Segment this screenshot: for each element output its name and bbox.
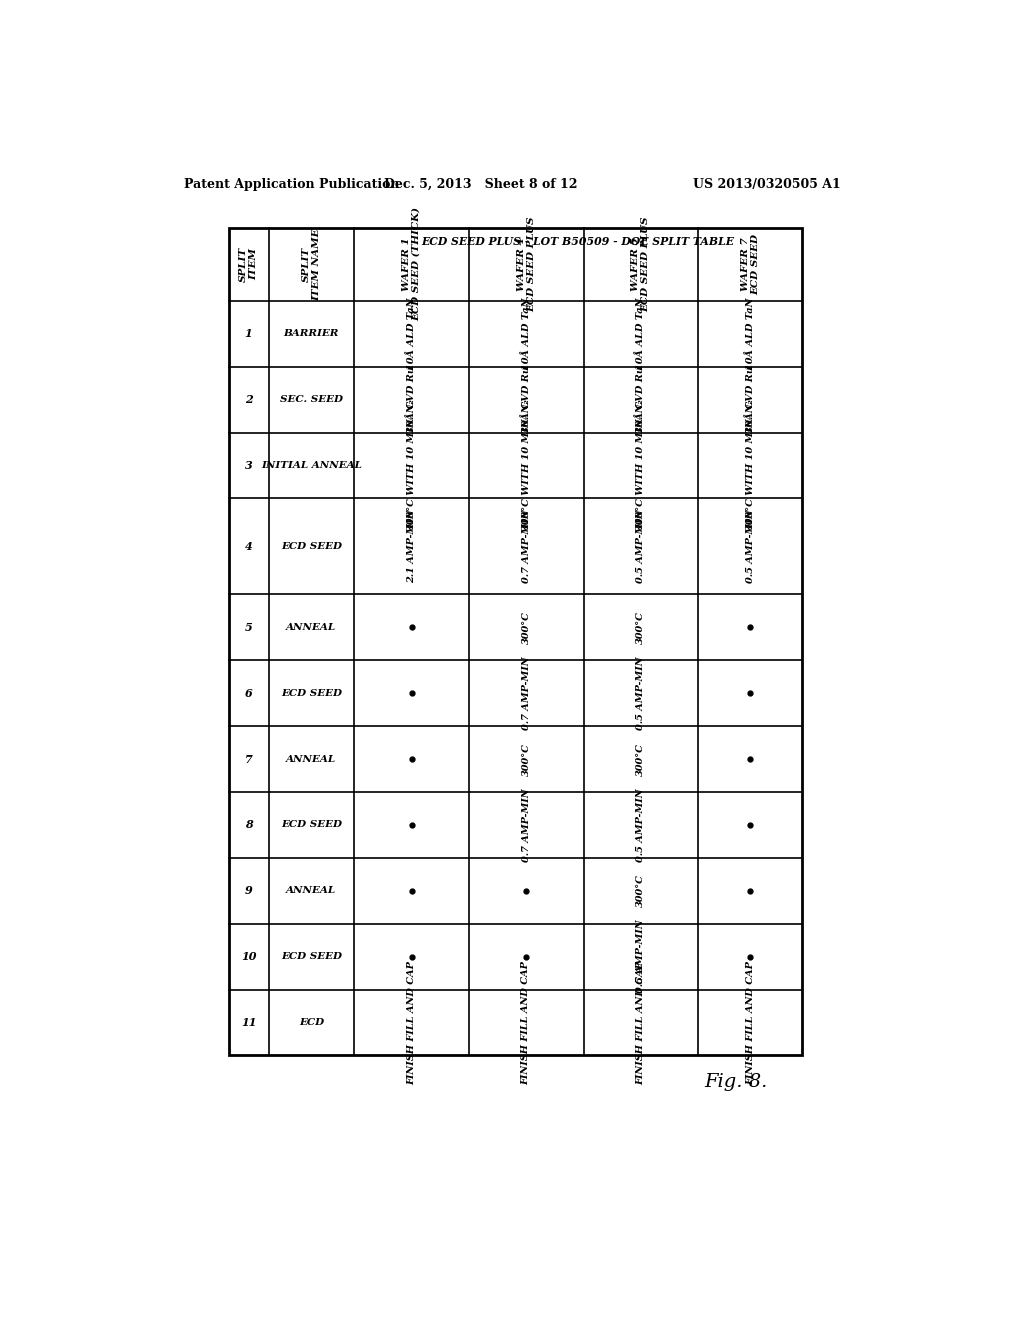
Text: 0.7 AMP-MIN: 0.7 AMP-MIN: [521, 510, 530, 583]
Text: 0.5 AMP-MIN: 0.5 AMP-MIN: [636, 656, 645, 730]
Text: 4: 4: [245, 541, 253, 552]
Text: ANNEAL: ANNEAL: [287, 755, 337, 763]
Text: Patent Application Publication: Patent Application Publication: [183, 178, 399, 190]
Text: WAFER 5
ECD SEED PLUS: WAFER 5 ECD SEED PLUS: [631, 216, 650, 312]
Text: 0.5 AMP-MIN: 0.5 AMP-MIN: [636, 510, 645, 583]
Text: INITIAL ANNEAL: INITIAL ANNEAL: [261, 461, 361, 470]
Text: 11: 11: [241, 1016, 256, 1028]
Text: 2.1 AMP-MIN: 2.1 AMP-MIN: [407, 510, 416, 583]
Text: ECD SEED: ECD SEED: [281, 543, 342, 550]
Text: SPLIT
ITEM NAME: SPLIT ITEM NAME: [302, 228, 322, 301]
Text: 0.5 AMP-MIN: 0.5 AMP-MIN: [745, 510, 755, 583]
Text: 10Å ALD TaN: 10Å ALD TaN: [636, 297, 645, 370]
Text: 6: 6: [245, 688, 253, 698]
Text: 300°C: 300°C: [636, 874, 645, 907]
Text: ECD: ECD: [299, 1018, 324, 1027]
Text: 30Å CVD Ru: 30Å CVD Ru: [407, 366, 416, 433]
Text: FINISH FILL AND CAP: FINISH FILL AND CAP: [636, 961, 645, 1085]
Text: WAFER 7
ECD SEED: WAFER 7 ECD SEED: [740, 234, 760, 294]
Text: 5: 5: [245, 622, 253, 632]
Text: 300°C: 300°C: [636, 611, 645, 644]
Text: 300°C: 300°C: [636, 743, 645, 776]
Text: 9: 9: [245, 886, 253, 896]
Text: 30Å CVD Ru: 30Å CVD Ru: [521, 366, 530, 433]
Text: 8: 8: [245, 820, 253, 830]
Text: SPLIT
ITEM: SPLIT ITEM: [239, 247, 258, 282]
Text: ECD SEED: ECD SEED: [281, 689, 342, 698]
Text: 10Å ALD TaN: 10Å ALD TaN: [745, 297, 755, 370]
Text: 0.5 AMP-MIN: 0.5 AMP-MIN: [636, 920, 645, 994]
Text: WAFER 4
ECD SEED PLUS: WAFER 4 ECD SEED PLUS: [516, 216, 536, 312]
Text: FINISH FILL AND CAP: FINISH FILL AND CAP: [407, 961, 416, 1085]
Text: ECD SEED: ECD SEED: [281, 952, 342, 961]
Text: US 2013/0320505 A1: US 2013/0320505 A1: [693, 178, 841, 190]
Bar: [228, 228, 802, 1056]
Text: 1: 1: [245, 329, 253, 339]
Text: BARRIER: BARRIER: [284, 329, 339, 338]
Text: SEC. SEED: SEC. SEED: [280, 395, 343, 404]
Text: 10Å ALD TaN: 10Å ALD TaN: [407, 297, 416, 370]
Text: FINISH FILL AND CAP: FINISH FILL AND CAP: [745, 961, 755, 1085]
Text: ANNEAL: ANNEAL: [287, 886, 337, 895]
Text: 0.7 AMP-MIN: 0.7 AMP-MIN: [521, 788, 530, 862]
Text: 2: 2: [245, 395, 253, 405]
Text: ECD SEED: ECD SEED: [281, 821, 342, 829]
Text: ANNEAL: ANNEAL: [287, 623, 337, 632]
Text: WAFER 1
ECD SEED (THICK): WAFER 1 ECD SEED (THICK): [401, 207, 421, 321]
Text: 30Å CVD Ru: 30Å CVD Ru: [636, 366, 645, 433]
Text: 3: 3: [245, 459, 253, 471]
Text: Dec. 5, 2013   Sheet 8 of 12: Dec. 5, 2013 Sheet 8 of 12: [384, 178, 578, 190]
Text: Fig. 8.: Fig. 8.: [705, 1073, 768, 1092]
Text: 0.7 AMP-MIN: 0.7 AMP-MIN: [521, 656, 530, 730]
Text: 300°C WITH 10 MIN. N₂: 300°C WITH 10 MIN. N₂: [745, 400, 755, 532]
Text: 300°C: 300°C: [521, 611, 530, 644]
Text: 0.5 AMP-MIN: 0.5 AMP-MIN: [636, 788, 645, 862]
Text: 10Å ALD TaN: 10Å ALD TaN: [521, 297, 530, 370]
Text: 30Å CVD Ru: 30Å CVD Ru: [745, 366, 755, 433]
Text: 300°C WITH 10 MIN. N₂: 300°C WITH 10 MIN. N₂: [407, 400, 416, 532]
Text: 300°C WITH 10 MIN. N₂: 300°C WITH 10 MIN. N₂: [636, 400, 645, 532]
Text: ECD SEED PLUS - LOT B50509 - DOE SPLIT TABLE: ECD SEED PLUS - LOT B50509 - DOE SPLIT T…: [422, 236, 734, 247]
Text: 300°C: 300°C: [521, 743, 530, 776]
Text: FINISH FILL AND CAP: FINISH FILL AND CAP: [521, 961, 530, 1085]
Text: 300°C WITH 10 MIN. N₂: 300°C WITH 10 MIN. N₂: [521, 400, 530, 532]
Text: 7: 7: [245, 754, 253, 764]
Text: 10: 10: [241, 952, 256, 962]
